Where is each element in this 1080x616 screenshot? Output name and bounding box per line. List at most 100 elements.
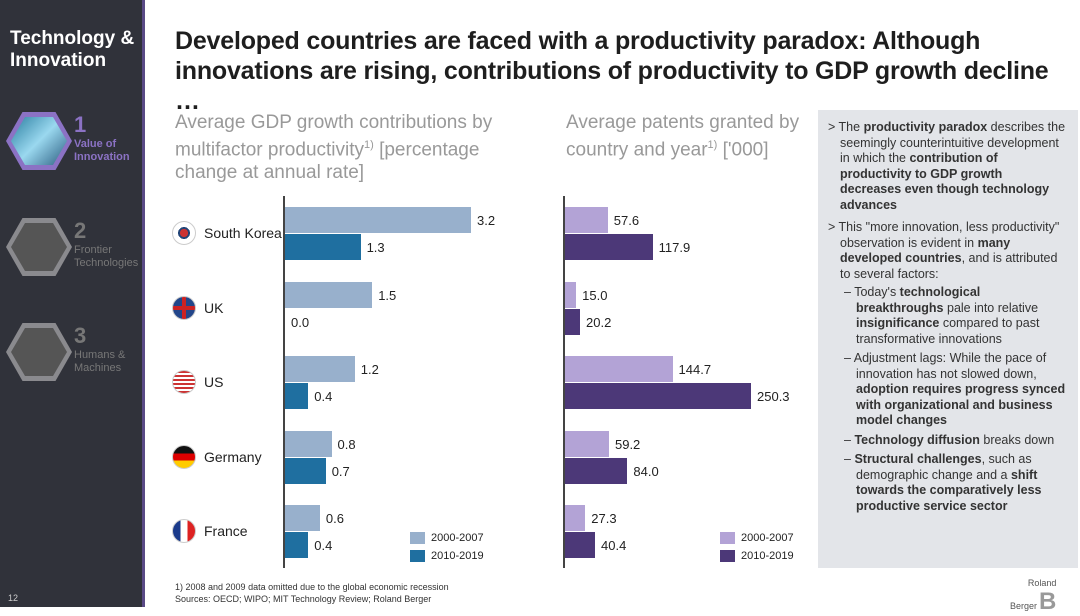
country-name: Germany [204,448,262,465]
gdp-title-sup: 1) [364,139,374,151]
bar [565,207,608,233]
gdp-legend-2000: 2000-2007 [410,532,484,544]
bar [285,430,332,457]
explanation-box: > The productivity paradox describes the… [818,110,1078,568]
uk-flag-icon [172,295,196,320]
legend-swatch [720,532,735,544]
france-flag-icon [172,519,196,543]
gdp-title-text: Average GDP growth contributions by mult… [175,112,493,161]
legend-label: 2000-2007 [431,532,484,544]
data-label: 40.4 [601,538,627,553]
data-label: 144.7 [678,362,712,377]
data-label: 84.0 [633,463,659,479]
sources-text: Sources: OECD; WIPO; MIT Technology Revi… [175,594,432,604]
bar [565,308,580,335]
country-name: US [204,374,224,390]
patent-subtitle: ['000] [722,139,769,161]
sidebar-title: Technology & Innovation [10,28,135,71]
bar [285,207,471,233]
legend-swatch [410,550,425,562]
country-label: US [172,370,223,394]
data-label: 57.6 [613,213,640,228]
legend-label: 2010-2019 [741,550,794,562]
patent-title-sup: 1) [707,139,718,151]
nav-item-humans-machines[interactable]: 3 Humans & Machines [6,323,144,383]
patent-legend-2000: 2000-2007 [720,532,794,544]
bar [565,281,577,308]
nav-number: 1 [74,112,87,137]
gdp-subtitle: [percentage change at annual rate] [175,139,480,184]
country-label: France [172,519,248,543]
sub-bullet-3: – Technology diffusion breaks down [844,432,1055,447]
patent-legend-2010: 2010-2019 [720,550,794,562]
data-label: 0.4 [314,538,333,553]
data-label: 20.2 [586,314,612,330]
footnote: 1) 2008 and 2009 data omitted due to the… [175,581,449,605]
innovation-image-icon [6,112,72,170]
nav-number: 2 [74,218,87,243]
page-title: Developed countries are faced with a pro… [175,27,1049,115]
country-label: Germany [172,444,262,469]
patent-title-text: Average patents granted by country and y… [566,112,800,161]
sub-bullet-1: – Today's technological breakthroughs pa… [844,285,1040,346]
germany-flag-icon [172,444,196,469]
page-number: 12 [8,593,19,603]
handshake-image-icon [6,323,72,381]
bar [565,532,596,558]
data-label: 117.9 [658,240,691,255]
country-label: South Korea [172,221,282,245]
bullet-2: > This "more innovation, less productivi… [828,220,1060,281]
country-name: UK [204,299,224,316]
country-name: France [204,523,248,539]
sidebar: Technology & Innovation 1 Value of Innov… [0,0,145,607]
bar [285,356,355,382]
country-name: South Korea [204,225,282,241]
gdp-chart-title: Average GDP growth contributions by mult… [175,111,505,184]
data-label: 0.8 [337,436,356,452]
data-label: 1.5 [378,287,397,303]
gdp-legend-2010: 2010-2019 [410,550,484,562]
patent-axis [563,196,565,568]
bar [565,383,751,409]
us-flag-icon [172,370,196,394]
data-label: 59.2 [614,436,641,452]
sub-bullet-2: – Adjustment lags: While the pace of inn… [844,351,1066,427]
data-label: 15.0 [582,287,608,303]
nav-label: Value of Innovation [74,138,130,163]
bar [285,532,309,558]
nav-label: Frontier Technologies [74,244,139,269]
data-label: 0.4 [314,389,333,404]
gdp-axis [283,196,285,568]
data-label: 1.3 [366,240,385,255]
nav-number: 3 [74,323,87,348]
bar [285,383,309,409]
bar [565,234,653,260]
legend-swatch [720,550,735,562]
south-korea-flag-icon [172,221,196,245]
data-label: 0.6 [325,511,344,526]
bar [285,505,320,531]
data-label: 27.3 [591,511,617,526]
bar [285,234,361,260]
legend-swatch [410,532,425,544]
patent-chart-title: Average patents granted by country and y… [566,111,811,161]
bar [565,457,628,484]
bullet-1: > The productivity paradox describes the… [828,120,1066,212]
footnote-text: 1) 2008 and 2009 data omitted due to the… [175,582,449,592]
data-label: 0.7 [331,463,350,479]
nav-label: Humans & Machines [74,349,126,374]
bar [565,505,586,531]
data-label: 0.0 [291,314,310,330]
data-label: 250.3 [757,389,790,404]
roland-berger-logo: Roland BergerB [1010,578,1057,615]
nav-item-value-of-innovation[interactable]: 1 Value of Innovation [6,112,144,172]
nav-item-frontier-technologies[interactable]: 2 Frontier Technologies [6,218,144,278]
sub-bullet-4: – Structural challenges, such as demogra… [844,452,1042,513]
data-label: 3.2 [477,213,496,228]
bar [565,430,609,457]
bar [285,457,326,484]
legend-label: 2010-2019 [431,550,484,562]
frontier-image-icon [6,218,72,276]
bar [285,281,373,308]
country-label: UK [172,295,224,320]
